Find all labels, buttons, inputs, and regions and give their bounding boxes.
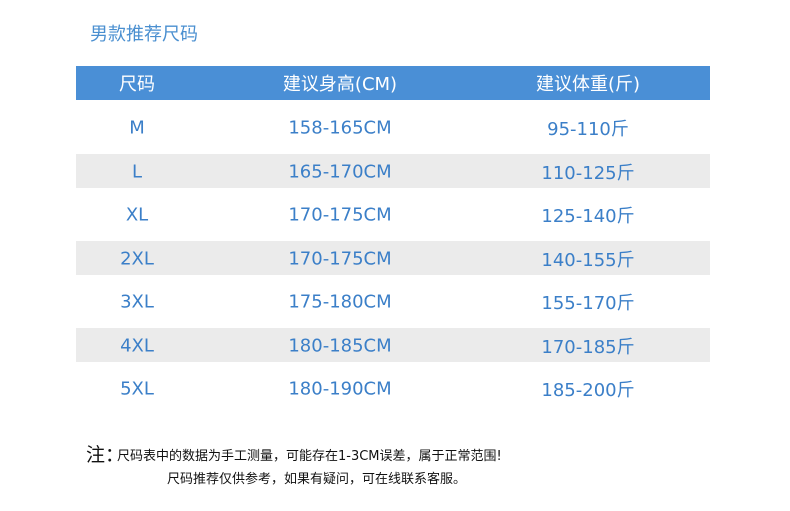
row-band [76, 327, 710, 362]
table-cell: 170-175CM [288, 204, 392, 226]
table-cell: 3XL [120, 291, 154, 313]
table-header [76, 66, 710, 100]
table-cell: 140-155斤 [541, 249, 635, 271]
column-header: 建议体重(斤) [535, 74, 641, 95]
column-header: 尺码 [119, 74, 155, 95]
note-label: 注： [86, 444, 125, 466]
table-cell: 5XL [120, 378, 154, 400]
table-cell: 158-165CM [288, 117, 392, 139]
table-cell: 170-175CM [288, 248, 392, 269]
table-cell: 4XL [120, 335, 154, 356]
table-cell: 175-180CM [288, 291, 392, 313]
table-cell: 125-140斤 [541, 206, 635, 227]
table-cell: 180-190CM [288, 378, 392, 400]
note-line: 尺码表中的数据为手工测量，可能存在1-3CM误差，属于正常范围! [117, 449, 502, 464]
table-cell: 95-110斤 [547, 119, 629, 140]
table-cell: 170-185斤 [541, 336, 635, 358]
row-band [76, 153, 710, 188]
title: 男款推荐尺码 [90, 24, 198, 45]
table-cell: 2XL [120, 248, 154, 269]
table-cell: L [131, 161, 143, 182]
table-cell: M [129, 117, 145, 139]
note-line: 尺码推荐仅供参考，如果有疑问，可在线联系客服。 [167, 472, 467, 487]
column-header: 建议身高(CM) [282, 74, 398, 95]
row-band [76, 240, 710, 275]
table-cell: XL [125, 204, 149, 226]
table-cell: 155-170斤 [541, 293, 635, 314]
table-cell: 180-185CM [288, 335, 392, 356]
table-cell: 165-170CM [288, 161, 392, 182]
table-cell: 110-125斤 [541, 162, 635, 184]
table-cell: 185-200斤 [541, 380, 635, 401]
